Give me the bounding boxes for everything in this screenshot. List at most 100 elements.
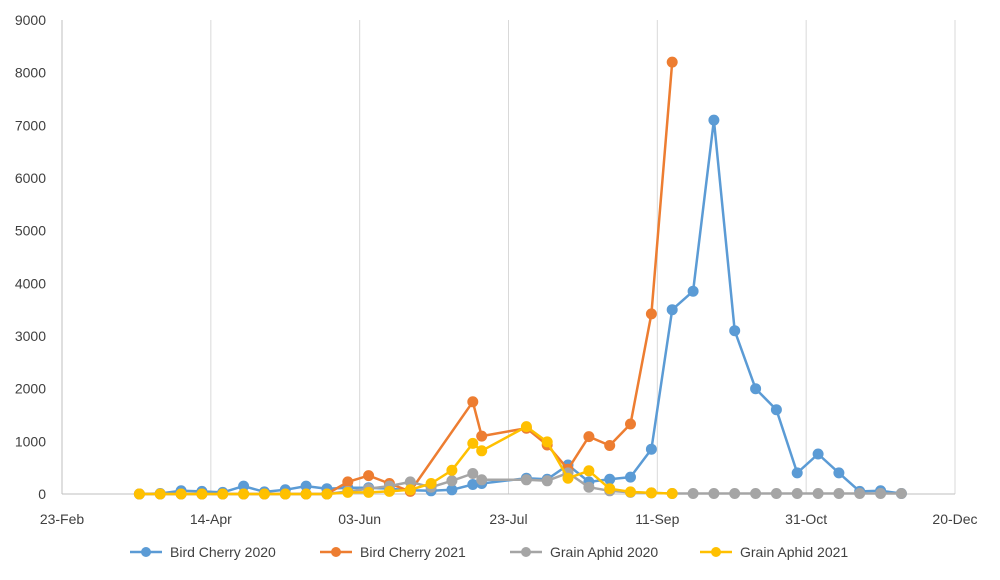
data-point bbox=[687, 285, 699, 297]
data-point bbox=[133, 488, 145, 500]
y-tick-label: 6000 bbox=[15, 170, 46, 186]
x-tick-label: 23-Feb bbox=[40, 511, 85, 527]
series-line bbox=[139, 118, 902, 496]
legend-item: Bird Cherry 2021 bbox=[320, 544, 466, 560]
series-line bbox=[139, 61, 674, 496]
x-tick-label: 20-Dec bbox=[932, 511, 977, 527]
data-point bbox=[238, 488, 250, 500]
y-tick-label: 8000 bbox=[15, 65, 46, 81]
data-point bbox=[604, 440, 616, 451]
data-point bbox=[791, 467, 803, 479]
legend-label: Bird Cherry 2021 bbox=[360, 544, 466, 560]
legend-item: Grain Aphid 2021 bbox=[700, 544, 848, 560]
data-point bbox=[583, 431, 595, 443]
data-point bbox=[342, 476, 354, 488]
y-tick-label: 3000 bbox=[15, 328, 46, 344]
data-point bbox=[467, 396, 479, 408]
legend-marker-icon bbox=[141, 547, 151, 557]
data-point bbox=[666, 56, 678, 68]
data-point bbox=[833, 467, 845, 479]
y-tick-label: 4000 bbox=[15, 275, 46, 291]
data-point bbox=[476, 474, 488, 486]
series-bird-cherry-2021 bbox=[133, 56, 678, 500]
x-tick-label: 31-Oct bbox=[785, 511, 827, 527]
legend-item: Grain Aphid 2020 bbox=[510, 544, 658, 560]
legend-item: Bird Cherry 2020 bbox=[130, 544, 276, 560]
data-point bbox=[175, 488, 187, 500]
data-point bbox=[708, 114, 720, 126]
data-point bbox=[446, 464, 458, 476]
data-point bbox=[467, 437, 479, 449]
data-point bbox=[279, 488, 291, 500]
data-point bbox=[604, 473, 616, 485]
data-point bbox=[583, 481, 595, 493]
data-point bbox=[363, 486, 375, 498]
data-point bbox=[404, 484, 416, 496]
x-tick-label: 14-Apr bbox=[190, 511, 232, 527]
data-point bbox=[729, 488, 741, 499]
data-point bbox=[791, 488, 803, 499]
data-point bbox=[729, 325, 741, 337]
x-tick-label: 23-Jul bbox=[489, 511, 527, 527]
y-tick-label: 0 bbox=[38, 486, 46, 502]
data-point bbox=[645, 443, 657, 455]
x-tick-label: 11-Sep bbox=[635, 511, 679, 527]
data-point bbox=[541, 436, 553, 448]
data-point bbox=[770, 404, 782, 416]
vertical-gridlines bbox=[210, 20, 956, 494]
legend-marker-icon bbox=[331, 547, 341, 557]
data-point bbox=[604, 483, 616, 495]
data-point bbox=[625, 471, 636, 483]
data-point bbox=[666, 304, 678, 316]
data-point bbox=[895, 488, 907, 499]
data-point bbox=[520, 474, 532, 486]
data-point bbox=[258, 488, 270, 500]
data-point bbox=[342, 486, 354, 498]
data-point bbox=[446, 475, 458, 487]
axes: 23-Feb 14-Apr 03-Jun 23-Jul 11-Sep 31-Oct 20-D… bbox=[15, 12, 978, 527]
data-point bbox=[217, 488, 229, 500]
series-bird-cherry-2020 bbox=[133, 114, 907, 500]
y-tick-label: 9000 bbox=[15, 12, 46, 28]
data-point bbox=[645, 487, 657, 499]
data-point bbox=[770, 488, 782, 499]
data-point bbox=[833, 488, 845, 499]
data-point bbox=[154, 488, 166, 500]
y-tick-label: 2000 bbox=[15, 381, 46, 397]
data-point bbox=[425, 478, 437, 489]
x-tick-label: 03-Jun bbox=[338, 511, 381, 527]
data-point bbox=[750, 488, 762, 499]
data-point bbox=[300, 488, 312, 500]
data-point bbox=[476, 430, 488, 442]
data-point bbox=[467, 468, 479, 479]
data-point bbox=[321, 488, 333, 500]
legend-label: Bird Cherry 2020 bbox=[170, 544, 276, 560]
data-point bbox=[520, 421, 532, 433]
data-point bbox=[476, 445, 488, 457]
y-tick-label: 1000 bbox=[15, 433, 46, 449]
data-point bbox=[708, 488, 720, 499]
data-point bbox=[875, 488, 887, 499]
series-line bbox=[139, 471, 902, 496]
legend-label: Grain Aphid 2021 bbox=[740, 544, 848, 560]
data-point bbox=[583, 465, 595, 477]
data-point bbox=[541, 475, 553, 487]
data-point bbox=[383, 485, 395, 497]
series-lines bbox=[133, 56, 907, 500]
legend: Bird Cherry 2020 Bird Cherry 2021 Grain Ap… bbox=[130, 544, 848, 560]
legend-marker-icon bbox=[711, 547, 721, 557]
legend-marker-icon bbox=[521, 547, 531, 557]
data-point bbox=[363, 470, 375, 482]
data-point bbox=[625, 486, 636, 498]
y-tick-label: 5000 bbox=[15, 223, 46, 239]
y-tick-label: 7000 bbox=[15, 117, 46, 133]
data-point bbox=[687, 488, 699, 499]
series-grain-aphid-2021 bbox=[133, 421, 678, 500]
data-point bbox=[854, 488, 866, 499]
data-point bbox=[645, 308, 657, 320]
legend-label: Grain Aphid 2020 bbox=[550, 544, 658, 560]
data-point bbox=[812, 448, 824, 460]
data-point bbox=[562, 472, 574, 484]
data-point bbox=[812, 488, 824, 499]
